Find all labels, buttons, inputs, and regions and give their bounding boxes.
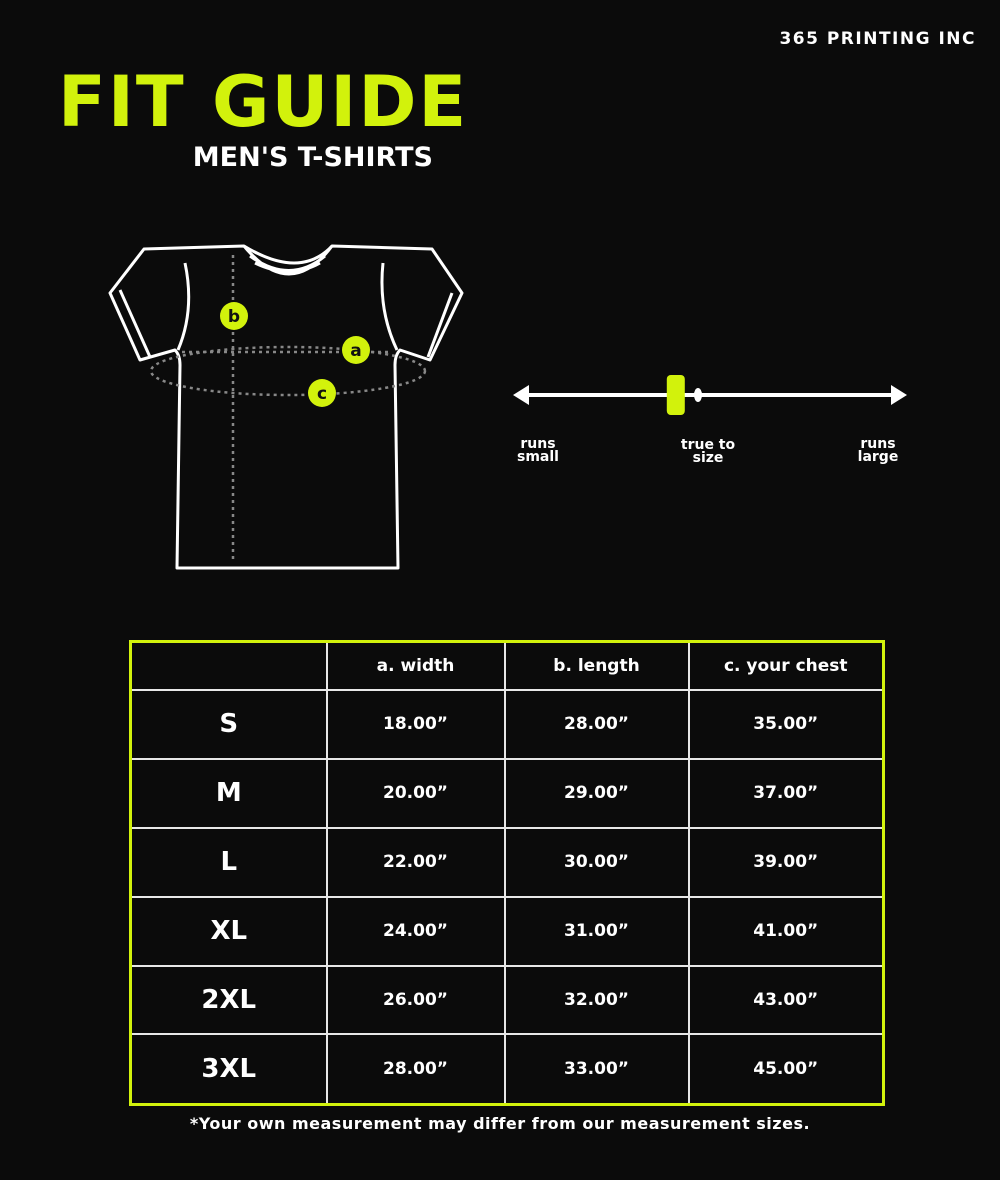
chest-cell: 43.00”: [687, 964, 884, 1036]
chest-cell: 37.00”: [687, 757, 884, 829]
size-cell: 3XL: [130, 1033, 328, 1105]
size-table: a. width b. length c. your chest S 18.00”…: [129, 640, 885, 1106]
header-chest: c. your chest: [687, 641, 884, 691]
length-cell: 31.00”: [503, 895, 690, 967]
chest-cell: 35.00”: [687, 688, 884, 760]
table-row: 2XL 26.00” 32.00” 43.00”: [130, 964, 884, 1036]
brand-name: 365 PRINTING INC: [779, 29, 976, 49]
table-row: M 20.00” 29.00” 37.00”: [130, 757, 884, 829]
table-header-row: a. width b. length c. your chest: [130, 641, 884, 691]
arrow-left-icon: [513, 385, 529, 405]
svg-text:a: a: [350, 341, 361, 361]
shirt-collar: [242, 245, 334, 276]
width-cell: 18.00”: [325, 688, 506, 760]
header-width: a. width: [325, 641, 506, 691]
svg-text:b: b: [228, 307, 240, 327]
length-cell: 29.00”: [503, 757, 690, 829]
chest-cell: 45.00”: [687, 1033, 884, 1105]
width-cell: 20.00”: [325, 757, 506, 829]
scale-midpoint: [694, 388, 702, 402]
fit-scale: [513, 375, 907, 415]
marker-b-icon: b: [220, 302, 248, 330]
width-cell: 26.00”: [325, 964, 506, 1036]
tshirt-diagram: b a c: [108, 244, 464, 570]
arrow-right-icon: [891, 385, 907, 405]
table-row: S 18.00” 28.00” 35.00”: [130, 688, 884, 760]
page-title: FIT GUIDE: [58, 61, 469, 143]
width-cell: 22.00”: [325, 826, 506, 898]
table-row: L 22.00” 30.00” 39.00”: [130, 826, 884, 898]
length-cell: 33.00”: [503, 1033, 690, 1105]
size-cell: M: [130, 757, 328, 829]
marker-c-icon: c: [308, 379, 336, 407]
label-runs-large: runs large: [857, 436, 899, 465]
shirt-outline: [108, 244, 464, 570]
chest-cell: 41.00”: [687, 895, 884, 967]
fit-marker: [666, 375, 685, 415]
width-cell: 28.00”: [325, 1033, 506, 1105]
size-cell: L: [130, 826, 328, 898]
shirt-sleeve-left: [118, 262, 191, 358]
footnote: *Your own measurement may differ from ou…: [189, 1114, 811, 1133]
length-cell: 30.00”: [503, 826, 690, 898]
marker-a-icon: a: [342, 336, 370, 364]
header-length: b. length: [503, 641, 690, 691]
size-cell: 2XL: [130, 964, 328, 1036]
size-cell: XL: [130, 895, 328, 967]
table-row: XL 24.00” 31.00” 41.00”: [130, 895, 884, 967]
header-size: [130, 641, 328, 691]
page-subtitle: MEN'S T-SHIRTS: [192, 142, 433, 173]
length-cell: 32.00”: [503, 964, 690, 1036]
length-cell: 28.00”: [503, 688, 690, 760]
label-runs-small: runs small: [517, 436, 559, 465]
table-row: 3XL 28.00” 33.00” 45.00”: [130, 1033, 884, 1105]
label-true-to-size: true to size: [680, 437, 736, 466]
svg-text:c: c: [317, 384, 327, 404]
chest-cell: 39.00”: [687, 826, 884, 898]
size-cell: S: [130, 688, 328, 760]
width-cell: 24.00”: [325, 895, 506, 967]
shirt-sleeve-right: [380, 262, 454, 358]
